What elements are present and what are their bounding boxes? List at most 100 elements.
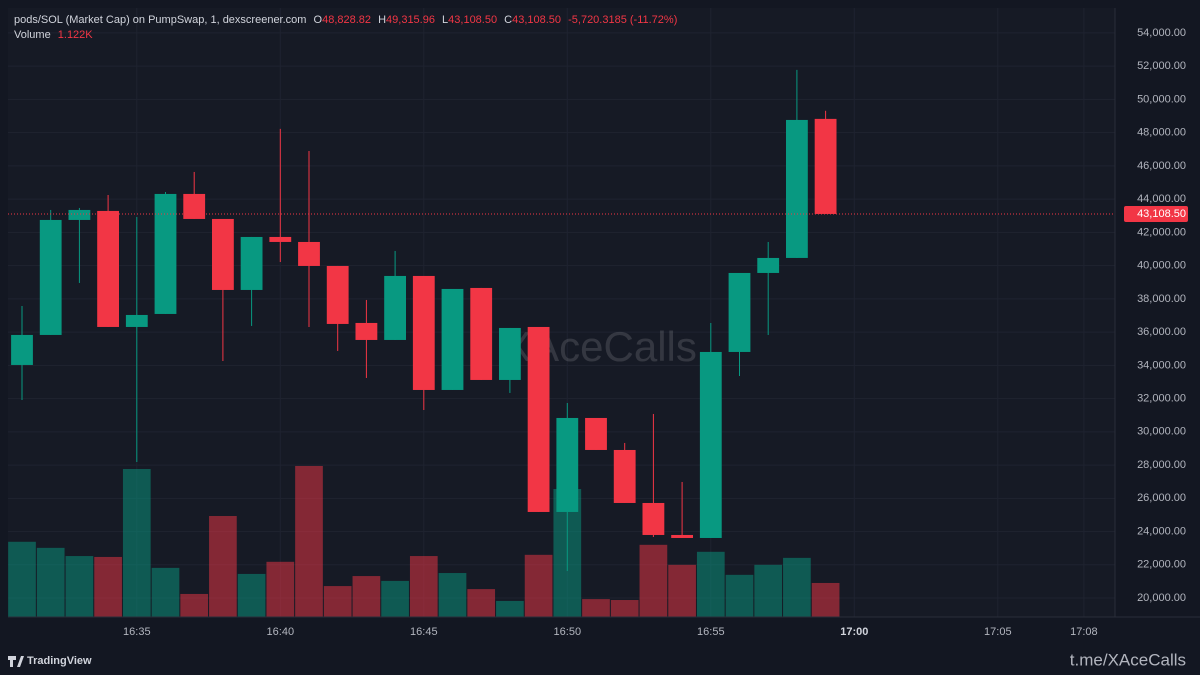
- candle-body: [498, 327, 521, 380]
- candle-body: [556, 417, 579, 512]
- candle-body: [441, 288, 464, 390]
- x-tick-label: 17:08: [1070, 626, 1098, 638]
- candle-body: [412, 275, 435, 390]
- y-tick-label: 32,000.00: [1137, 393, 1186, 405]
- y-tick-label: 22,000.00: [1137, 559, 1186, 571]
- x-tick-label: 16:40: [267, 626, 295, 638]
- y-tick-label: 46,000.00: [1137, 160, 1186, 172]
- candle-body: [785, 119, 808, 258]
- x-tick-label: 16:35: [123, 626, 151, 638]
- candle-body: [11, 334, 33, 365]
- candle-body: [298, 241, 320, 266]
- y-tick-label: 44,000.00: [1137, 193, 1186, 205]
- legend: pods/SOL (Market Cap) on PumpSwap, 1, de…: [14, 14, 677, 26]
- candle-body: [125, 314, 148, 327]
- volume-value: 1.122K: [58, 29, 94, 41]
- candle-body: [613, 449, 636, 503]
- volume-bar: [266, 561, 295, 617]
- legend-key: C: [504, 14, 512, 26]
- candle-body: [384, 275, 407, 340]
- candle-body: [728, 272, 751, 352]
- y-tick-label: 38,000.00: [1137, 293, 1186, 305]
- volume-bar: [323, 586, 352, 617]
- candle-body: [211, 218, 234, 290]
- y-tick-label: 30,000.00: [1137, 426, 1186, 438]
- volume-bar: [783, 557, 811, 617]
- candle-body: [585, 417, 607, 450]
- volume-legend: Volume 1.122K: [14, 29, 93, 41]
- y-tick-label: 24,000.00: [1137, 525, 1186, 537]
- volume-bar: [180, 593, 209, 617]
- volume-bar: [409, 556, 438, 617]
- volume-bar: [639, 544, 668, 617]
- x-tick-label: 17:00: [840, 626, 868, 638]
- volume-bar: [668, 564, 696, 617]
- volume-pane: [8, 465, 840, 617]
- volume-bar: [467, 589, 496, 617]
- footer-logo: [8, 656, 24, 667]
- volume-bar: [754, 564, 783, 617]
- candle-body: [355, 322, 378, 340]
- y-tick-label: 54,000.00: [1137, 27, 1186, 39]
- x-tick-label: 16:50: [554, 626, 582, 638]
- candle-body: [671, 534, 694, 538]
- y-tick-label: 48,000.00: [1137, 127, 1186, 139]
- volume-bar: [8, 541, 36, 617]
- candle-body: [757, 257, 780, 273]
- y-tick-label: 34,000.00: [1137, 359, 1186, 371]
- legend-title: pods/SOL (Market Cap) on PumpSwap, 1, de…: [14, 14, 306, 26]
- volume-bar: [438, 573, 467, 617]
- candle-body: [97, 210, 120, 327]
- volume-bar: [36, 547, 65, 617]
- candle-body: [326, 265, 349, 324]
- candle-body: [470, 287, 493, 380]
- volume-bar: [352, 576, 381, 617]
- candle-body: [814, 118, 837, 214]
- volume-bar: [811, 582, 840, 617]
- legend-key: H: [378, 14, 386, 26]
- candle-body: [699, 351, 722, 538]
- y-tick-label: 20,000.00: [1137, 592, 1186, 604]
- legend-key: O: [314, 14, 323, 26]
- candle-body: [269, 236, 292, 242]
- volume-bar: [65, 556, 94, 617]
- x-tick-label: 16:55: [697, 626, 725, 638]
- volume-bar: [151, 567, 180, 617]
- y-tick-label: 26,000.00: [1137, 492, 1186, 504]
- legend-key: L: [442, 14, 448, 26]
- x-tick-label: 17:05: [984, 626, 1012, 638]
- footer-brand: TradingView: [27, 655, 92, 667]
- candle-body: [39, 219, 62, 335]
- x-tick-label: 16:45: [410, 626, 438, 638]
- volume-bar: [582, 599, 610, 617]
- price-label-bg: [1124, 205, 1188, 222]
- legend-value: 43,108.50: [512, 14, 561, 26]
- volume-bar: [496, 600, 524, 617]
- y-tick-label: 36,000.00: [1137, 326, 1186, 338]
- candles: [8, 69, 1115, 571]
- volume-bar: [381, 580, 409, 617]
- volume-name: Volume: [14, 29, 51, 41]
- volume-bar: [122, 469, 151, 617]
- price-label: 43,108.50: [1137, 208, 1186, 220]
- candle-body: [183, 193, 206, 219]
- volume-bar: [94, 556, 122, 617]
- volume-bar: [524, 554, 553, 617]
- legend-change: -5,720.3185 (-11.72%): [568, 14, 677, 26]
- volume-bar: [209, 516, 237, 617]
- volume-bar: [295, 465, 323, 617]
- legend-value: 43,108.50: [448, 14, 497, 26]
- volume-bar: [696, 551, 725, 617]
- y-tick-label: 52,000.00: [1137, 60, 1186, 72]
- axes: 20,000.00 22,000.00 24,000.00 26,000.00 28,0…: [123, 27, 1188, 638]
- candle-body: [154, 193, 177, 314]
- legend-value: 49,315.96: [386, 14, 435, 26]
- candle-body: [240, 236, 263, 290]
- volume-bar: [725, 574, 754, 617]
- candle-body: [527, 326, 550, 512]
- candle-body: [68, 209, 91, 220]
- y-tick-label: 42,000.00: [1137, 226, 1186, 238]
- candle-body: [642, 502, 665, 535]
